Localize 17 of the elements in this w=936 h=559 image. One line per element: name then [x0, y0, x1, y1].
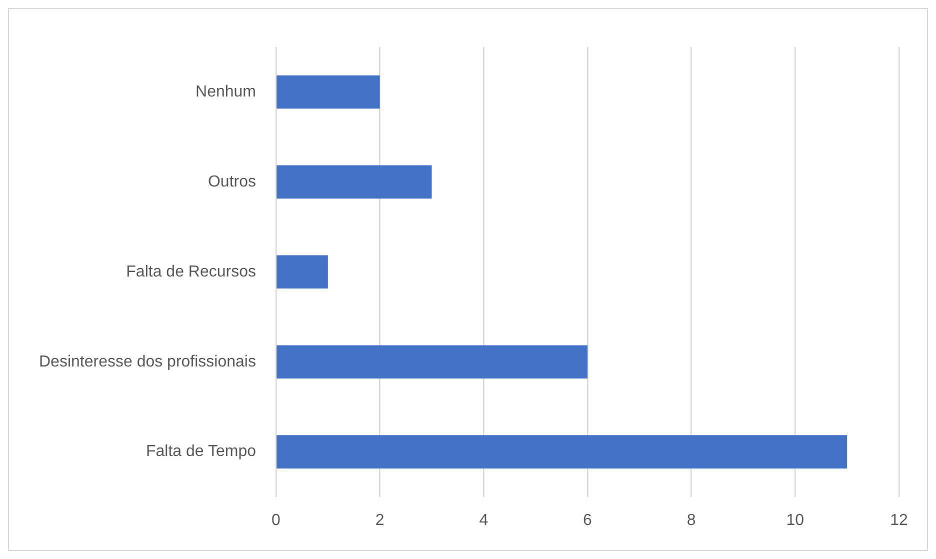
y-tick-label: Falta de Recursos: [126, 263, 256, 280]
y-tick-label: Nenhum: [196, 83, 256, 100]
y-tick-label: Outros: [208, 173, 256, 190]
x-tick-label: 0: [272, 512, 281, 529]
x-tick-label: 12: [890, 512, 908, 529]
bar: [276, 165, 432, 199]
x-tick-label: 2: [375, 512, 384, 529]
y-tick-label: Falta de Tempo: [146, 443, 256, 460]
bar: [276, 75, 380, 109]
x-tick-label: 4: [479, 512, 488, 529]
bar: [276, 435, 848, 468]
x-tick-label: 6: [583, 512, 592, 529]
x-tick-label: 10: [786, 512, 804, 529]
x-tick-label: 8: [686, 512, 696, 529]
y-tick-label: Desinteresse dos profissionais: [38, 353, 256, 370]
bar: [276, 345, 588, 379]
bar: [276, 255, 328, 289]
